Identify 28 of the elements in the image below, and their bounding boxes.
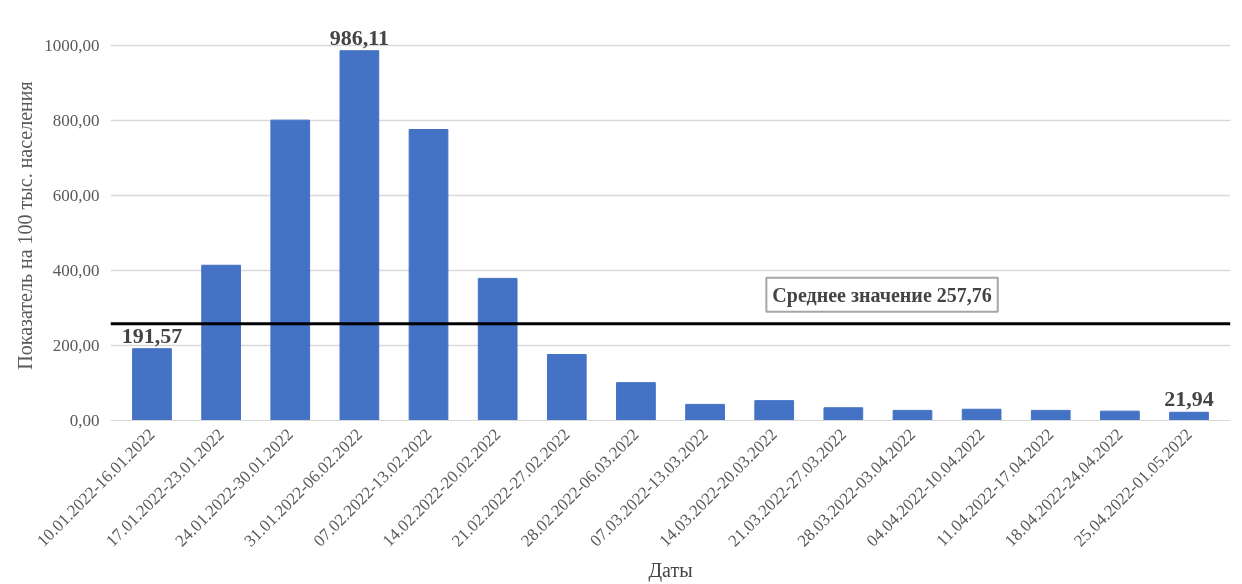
y-axis-title: Показатель на 100 тыс. населения — [14, 81, 37, 370]
bar — [1169, 411, 1209, 421]
bar — [477, 277, 518, 421]
bar — [1030, 409, 1071, 421]
bar — [685, 403, 725, 421]
bar — [823, 407, 864, 421]
ref-line-label: Среднее значение 257,76 — [772, 283, 992, 307]
bar — [339, 50, 380, 421]
bar — [892, 409, 933, 421]
bar — [754, 400, 795, 421]
data-label: 191,57 — [121, 322, 183, 348]
bar — [961, 408, 1002, 421]
y-tick-label: 400,00 — [52, 261, 100, 280]
bar — [270, 119, 311, 421]
data-label: 21,94 — [1164, 386, 1214, 412]
x-axis-title: Даты — [648, 559, 693, 583]
bar — [1100, 410, 1140, 421]
bar — [132, 348, 172, 421]
y-tick-label: 0,00 — [69, 411, 100, 430]
data-label: 986,11 — [329, 24, 390, 50]
y-tick-label: 1000,00 — [44, 36, 100, 55]
bar — [616, 382, 656, 421]
y-tick-label: 800,00 — [52, 111, 100, 130]
bar — [546, 354, 587, 421]
y-tick-label: 600,00 — [52, 186, 100, 205]
bar — [408, 129, 449, 421]
y-tick-label: 200,00 — [52, 336, 100, 355]
bar — [201, 264, 241, 421]
